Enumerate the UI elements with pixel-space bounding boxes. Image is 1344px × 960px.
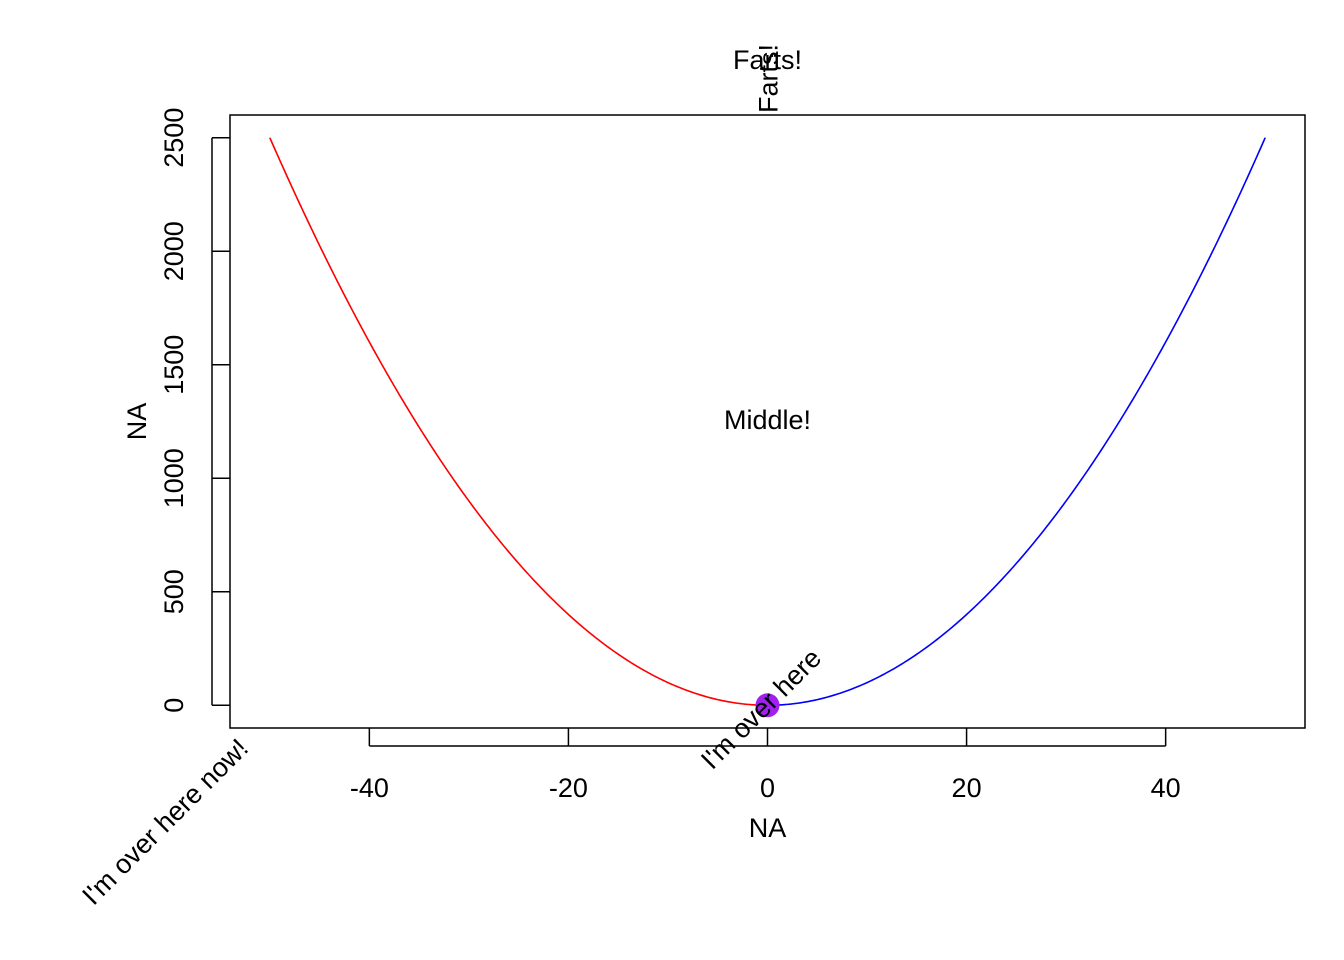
annotation-middle: Middle! xyxy=(724,405,811,435)
y-tick-label: 2500 xyxy=(159,108,189,168)
x-tick-label: 40 xyxy=(1151,773,1181,803)
y-tick-label: 0 xyxy=(159,698,189,713)
annotation-vertical: Farts! xyxy=(754,44,784,113)
x-tick-label: 0 xyxy=(760,773,775,803)
x-tick-label: -20 xyxy=(549,773,588,803)
y-tick-label: 500 xyxy=(159,569,189,614)
curves xyxy=(269,137,1266,718)
annotation-top: Farts! xyxy=(733,45,802,75)
y-tick-label: 1500 xyxy=(159,335,189,395)
y-tick-label: 1000 xyxy=(159,448,189,508)
y-tick-label: 2000 xyxy=(159,221,189,281)
y-axis: 0 500 1000 1500 2000 2500 xyxy=(159,108,230,713)
series-line-2 xyxy=(767,137,1266,707)
data-point xyxy=(755,693,780,718)
x-tick-label: -40 xyxy=(350,773,389,803)
series-line-1 xyxy=(269,137,768,707)
x-axis: -40 -20 0 20 40 xyxy=(350,728,1181,803)
x-tick-label: 20 xyxy=(952,773,982,803)
y-axis-title: NA xyxy=(122,403,152,441)
x-axis-title: NA xyxy=(749,813,787,843)
